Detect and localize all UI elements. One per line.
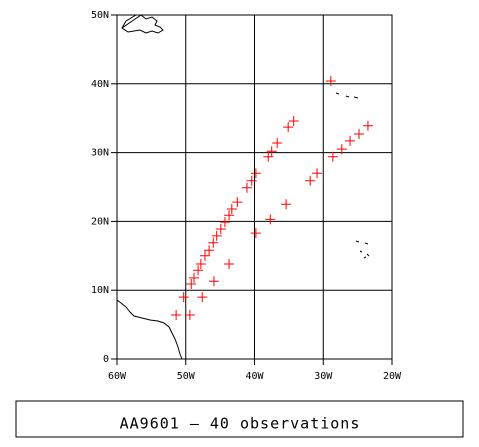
south-america-coast (116, 299, 183, 360)
observation-marker (224, 259, 235, 270)
x-tick-label: 30W (314, 371, 333, 382)
y-tick-label: 20N (91, 216, 109, 227)
observation-marker (195, 259, 206, 270)
x-tick-label: 40W (245, 371, 264, 382)
x-tick-label: 60W (108, 371, 127, 382)
observation-marker (186, 279, 197, 290)
observation-marker (171, 309, 182, 320)
observation-marker (250, 168, 261, 179)
cape-verde (355, 240, 370, 259)
observation-marker (265, 214, 276, 225)
observation-marker (362, 120, 373, 131)
observation-marker (189, 272, 199, 283)
observation-marker (208, 237, 219, 248)
caption-box (15, 400, 464, 438)
observation-marker (204, 245, 215, 256)
observation-marker (184, 309, 195, 320)
observation-marker (211, 230, 222, 241)
observation-marker (200, 250, 210, 261)
observation-marker (354, 129, 364, 140)
observation-marker (232, 197, 243, 208)
x-tick-label: 50W (177, 371, 196, 382)
coastlines (116, 14, 370, 360)
observation-marker (250, 228, 261, 239)
observation-marker (288, 115, 299, 126)
y-tick-label: 0 (103, 354, 109, 365)
observation-marker (272, 137, 283, 148)
observation-marker (226, 204, 237, 215)
observation-marker (336, 144, 347, 155)
observation-marker (178, 292, 189, 303)
observation-marker (283, 122, 294, 133)
observation-marker (263, 151, 274, 162)
observation-marker (241, 182, 252, 193)
observation-marker (345, 135, 356, 146)
azores (335, 92, 359, 99)
observation-marker (281, 199, 292, 210)
x-tick-label: 20W (383, 371, 402, 382)
observation-marker (312, 168, 323, 179)
observation-marker (246, 175, 257, 186)
y-tick-label: 40N (91, 79, 109, 90)
observation-marker (215, 223, 226, 234)
observation-marker (224, 210, 235, 221)
observation-marker (325, 76, 336, 87)
observation-marker (266, 146, 277, 157)
newfoundland-coast (121, 14, 164, 34)
observation-marker (208, 276, 219, 287)
y-tick-label: 30N (91, 148, 109, 159)
y-tick-label: 10N (91, 285, 109, 296)
caption: AA9601 — 40 observations (120, 415, 361, 433)
y-tick-label: 50N (91, 10, 109, 21)
observation-marker (305, 175, 316, 186)
observation-marker (327, 151, 338, 162)
observation-marker (197, 292, 208, 303)
observation-marker (219, 217, 230, 228)
observation-marker (193, 265, 204, 276)
